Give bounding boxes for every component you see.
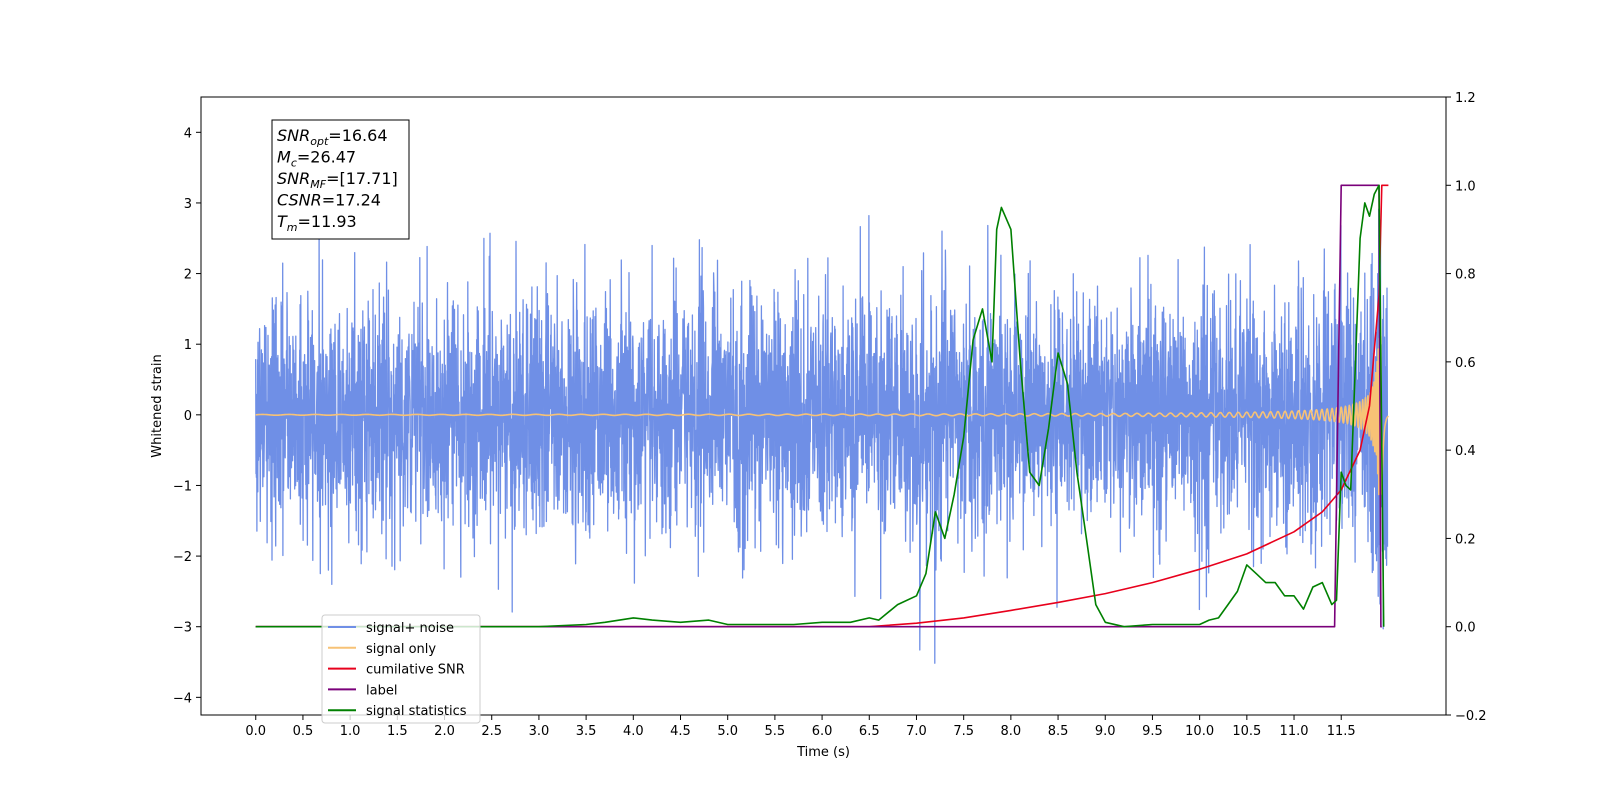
y2-tick-label: 0.2: [1455, 532, 1476, 547]
x-tick-label: 2.5: [481, 724, 502, 739]
legend-frame: [321, 614, 481, 724]
x-axis-label: Time (s): [796, 745, 850, 760]
x-tick-label: 10.0: [1185, 724, 1214, 739]
plot-frame: [200, 96, 1447, 716]
y2-tick-label: 0.4: [1455, 444, 1476, 459]
legend-entry: signal statistics: [366, 704, 467, 719]
y-tick-label: 1: [184, 338, 192, 353]
x-tick-label: 6.5: [859, 724, 880, 739]
annotation-line: SNRopt=16.64: [277, 126, 388, 148]
y-axis-right-ticks: −0.2 0.0 0.2 0.4 0.6 0.8 1.0 1.2: [1446, 91, 1487, 724]
legend-entry: signal only: [366, 642, 436, 657]
series-line-0: [255, 208, 1389, 664]
x-tick-label: 8.0: [1001, 724, 1022, 739]
x-tick-label: 5.0: [717, 724, 738, 739]
legend-entry: cumilative SNR: [366, 663, 465, 678]
annotation-frame: [271, 119, 410, 240]
x-tick-label: 5.5: [765, 724, 786, 739]
x-tick-label: 10.5: [1232, 724, 1261, 739]
x-tick-label: 4.0: [623, 724, 644, 739]
y-tick-label: −1: [173, 479, 192, 494]
x-tick-label: 9.5: [1142, 724, 1163, 739]
y-tick-label: 0: [184, 409, 192, 424]
x-tick-label: 3.5: [576, 724, 597, 739]
x-tick-label: 8.5: [1048, 724, 1069, 739]
x-tick-label: 6.0: [812, 724, 833, 739]
y2-tick-label: −0.2: [1455, 709, 1487, 724]
x-tick-label: 4.5: [670, 724, 691, 739]
y-tick-label: 3: [184, 197, 192, 212]
x-tick-label: 0.5: [293, 724, 314, 739]
x-tick-label: 7.0: [906, 724, 927, 739]
y2-tick-label: 0.6: [1455, 356, 1476, 371]
x-tick-label: 9.0: [1095, 724, 1116, 739]
series-line-2: [255, 184, 1389, 628]
x-tick-label: 11.5: [1327, 724, 1356, 739]
annotation-box: SNRopt=16.64Mc=26.47SNRMF=[17.71]CSNR=17…: [271, 119, 410, 240]
y2-tick-label: 0.8: [1455, 268, 1476, 283]
annotation-line: SNRMF=[17.71]: [277, 169, 398, 191]
y2-tick-label: 0.0: [1455, 621, 1476, 636]
y-tick-label: 4: [184, 126, 192, 141]
legend-entry: label: [366, 683, 397, 698]
y-tick-label: 2: [184, 268, 192, 283]
annotation-line: CSNR=17.24: [277, 191, 381, 210]
x-tick-label: 11.0: [1280, 724, 1309, 739]
x-axis-ticks: 0.0 0.5 1.0 1.5 2.0 2.5 3.0 3.5 4.0 4.5 5.0 5.5 6.0 6…: [245, 715, 1356, 739]
series-line-1: [255, 335, 1389, 496]
y-axis-left-ticks: −4 −3 −2 −1 0 1 2 3 4: [173, 126, 201, 706]
legend: signal+ noise signal only cumilative SNR la…: [321, 614, 481, 724]
y2-tick-label: 1.2: [1455, 91, 1476, 106]
y-tick-label: −4: [173, 691, 192, 706]
y-tick-label: −2: [173, 550, 192, 565]
annotation-line: Mc=26.47: [277, 148, 356, 170]
x-tick-label: 0.0: [245, 724, 266, 739]
legend-entry: signal+ noise: [366, 621, 454, 636]
y-axis-label: Whitened strain: [150, 354, 165, 457]
annotation-line: Tm=11.93: [277, 212, 357, 234]
x-tick-label: 7.5: [953, 724, 974, 739]
series-line-3: [255, 184, 1382, 628]
y2-tick-label: 1.0: [1455, 179, 1476, 194]
x-tick-label: 2.0: [434, 724, 455, 739]
x-tick-label: 1.5: [387, 724, 408, 739]
plot-area: [255, 184, 1389, 664]
y-tick-label: −3: [173, 621, 192, 636]
series-line-4: [255, 184, 1385, 628]
x-tick-label: 1.0: [340, 724, 361, 739]
x-tick-label: 3.0: [529, 724, 550, 739]
